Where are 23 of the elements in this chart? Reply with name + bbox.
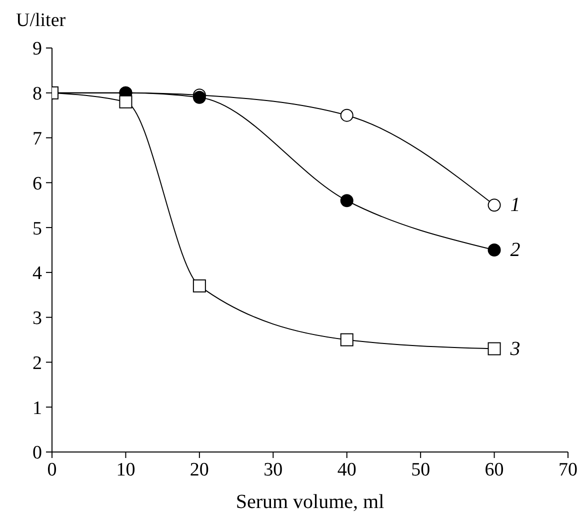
x-tick-label: 30: [264, 459, 283, 480]
y-axis-title: U/liter: [16, 10, 66, 32]
series-label: 1: [510, 194, 520, 216]
y-tick-label: 1: [32, 398, 42, 419]
y-tick-label: 2: [32, 352, 42, 374]
y-tick-label: 0: [32, 442, 42, 464]
y-tick-label: 6: [32, 173, 42, 194]
series-label: 2: [510, 239, 520, 261]
x-tick-label: 0: [47, 459, 57, 480]
x-axis-title: Serum volume, ml: [236, 491, 385, 513]
y-tick-label: 8: [32, 84, 42, 105]
x-tick-label: 60: [484, 459, 504, 480]
x-tick-label: 70: [558, 459, 578, 480]
x-tick-label: 40: [337, 459, 356, 480]
x-tick-label: 10: [116, 459, 136, 480]
x-tick-label: 20: [190, 459, 209, 480]
y-tick-label: 9: [32, 38, 42, 60]
y-tick-label: 7: [32, 128, 42, 150]
y-tick-label: 4: [32, 263, 42, 284]
y-tick-label: 3: [32, 308, 42, 330]
x-tick-label: 50: [411, 459, 430, 480]
y-tick-label: 5: [32, 218, 42, 240]
series-label: 3: [509, 338, 520, 360]
